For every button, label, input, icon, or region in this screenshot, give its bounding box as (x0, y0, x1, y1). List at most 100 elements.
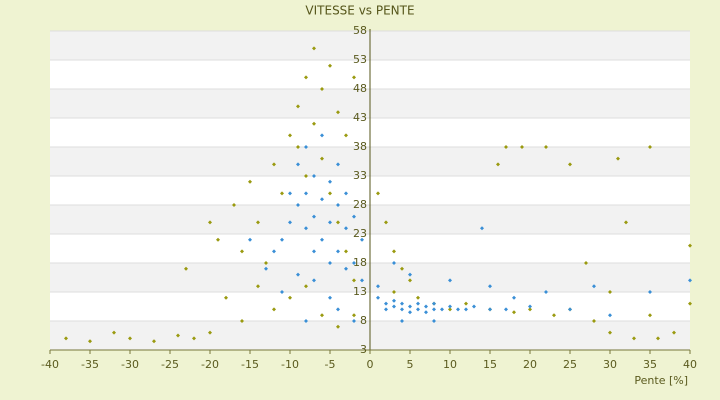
point (240, 319, 244, 323)
point (608, 330, 612, 335)
point (304, 191, 308, 196)
point (400, 301, 404, 306)
point (688, 243, 692, 248)
point (544, 145, 548, 149)
point (592, 319, 596, 323)
point (392, 249, 396, 254)
point (448, 304, 452, 309)
point (128, 336, 132, 341)
point (296, 203, 300, 207)
point (648, 290, 652, 294)
point (400, 266, 404, 271)
y-tick-label: 18 (353, 256, 367, 269)
point (416, 301, 420, 306)
x-tick-label: -10 (281, 358, 299, 371)
point (472, 304, 476, 309)
y-tick-label: 43 (353, 111, 367, 124)
point (248, 237, 252, 242)
point (384, 307, 388, 312)
point (192, 336, 196, 341)
x-tick-label: 30 (603, 358, 617, 371)
point (264, 266, 268, 271)
point (360, 278, 364, 283)
point (304, 284, 308, 289)
point (656, 336, 660, 341)
point (528, 307, 532, 312)
point (568, 307, 572, 312)
point (312, 174, 316, 178)
point (312, 249, 316, 254)
point (320, 197, 324, 202)
point (672, 330, 676, 335)
point (88, 339, 92, 344)
point (408, 278, 412, 283)
point (272, 307, 276, 312)
point (304, 75, 308, 80)
point (488, 284, 492, 289)
point (152, 339, 156, 344)
point (240, 249, 244, 254)
point (392, 304, 396, 309)
point (488, 307, 492, 312)
point (336, 162, 340, 167)
point (512, 310, 516, 315)
point (352, 278, 356, 283)
point (312, 46, 316, 51)
point (632, 336, 636, 341)
point (336, 324, 340, 329)
point (272, 249, 276, 254)
point (608, 290, 612, 294)
y-tick-label: 38 (353, 140, 367, 153)
point (440, 307, 444, 312)
point (352, 319, 356, 323)
point (208, 220, 212, 225)
point (624, 220, 628, 225)
point (320, 313, 324, 318)
point (304, 174, 308, 178)
point (296, 272, 300, 277)
point (408, 272, 412, 277)
point (248, 179, 252, 184)
point (424, 304, 428, 309)
chart-title: VITESSE vs PENTE (305, 4, 414, 18)
point (504, 307, 508, 312)
point (280, 237, 284, 242)
point (176, 333, 180, 338)
point (432, 319, 436, 323)
point (344, 266, 348, 271)
point (496, 162, 500, 167)
point (336, 203, 340, 207)
point (328, 220, 332, 225)
y-tick-label: 58 (353, 24, 367, 37)
point (376, 284, 380, 289)
point (544, 290, 548, 294)
point (272, 162, 276, 167)
point (448, 307, 452, 312)
point (392, 261, 396, 265)
point (344, 249, 348, 254)
x-tick-label: 15 (483, 358, 497, 371)
point (288, 220, 292, 225)
point (328, 261, 332, 265)
point (256, 220, 260, 225)
x-tick-label: -15 (241, 358, 259, 371)
point (288, 133, 292, 138)
point (376, 295, 380, 300)
point (344, 133, 348, 138)
point (416, 307, 420, 312)
y-tick-label: 3 (360, 343, 367, 356)
point (288, 295, 292, 300)
point (296, 145, 300, 149)
y-tick-label: 8 (360, 314, 367, 327)
point (424, 310, 428, 315)
x-tick-label: -30 (121, 358, 139, 371)
point (224, 295, 228, 300)
point (208, 330, 212, 335)
point (400, 307, 404, 312)
point (504, 145, 508, 149)
point (112, 330, 116, 335)
point (344, 226, 348, 231)
point (296, 104, 300, 109)
point (336, 110, 340, 115)
